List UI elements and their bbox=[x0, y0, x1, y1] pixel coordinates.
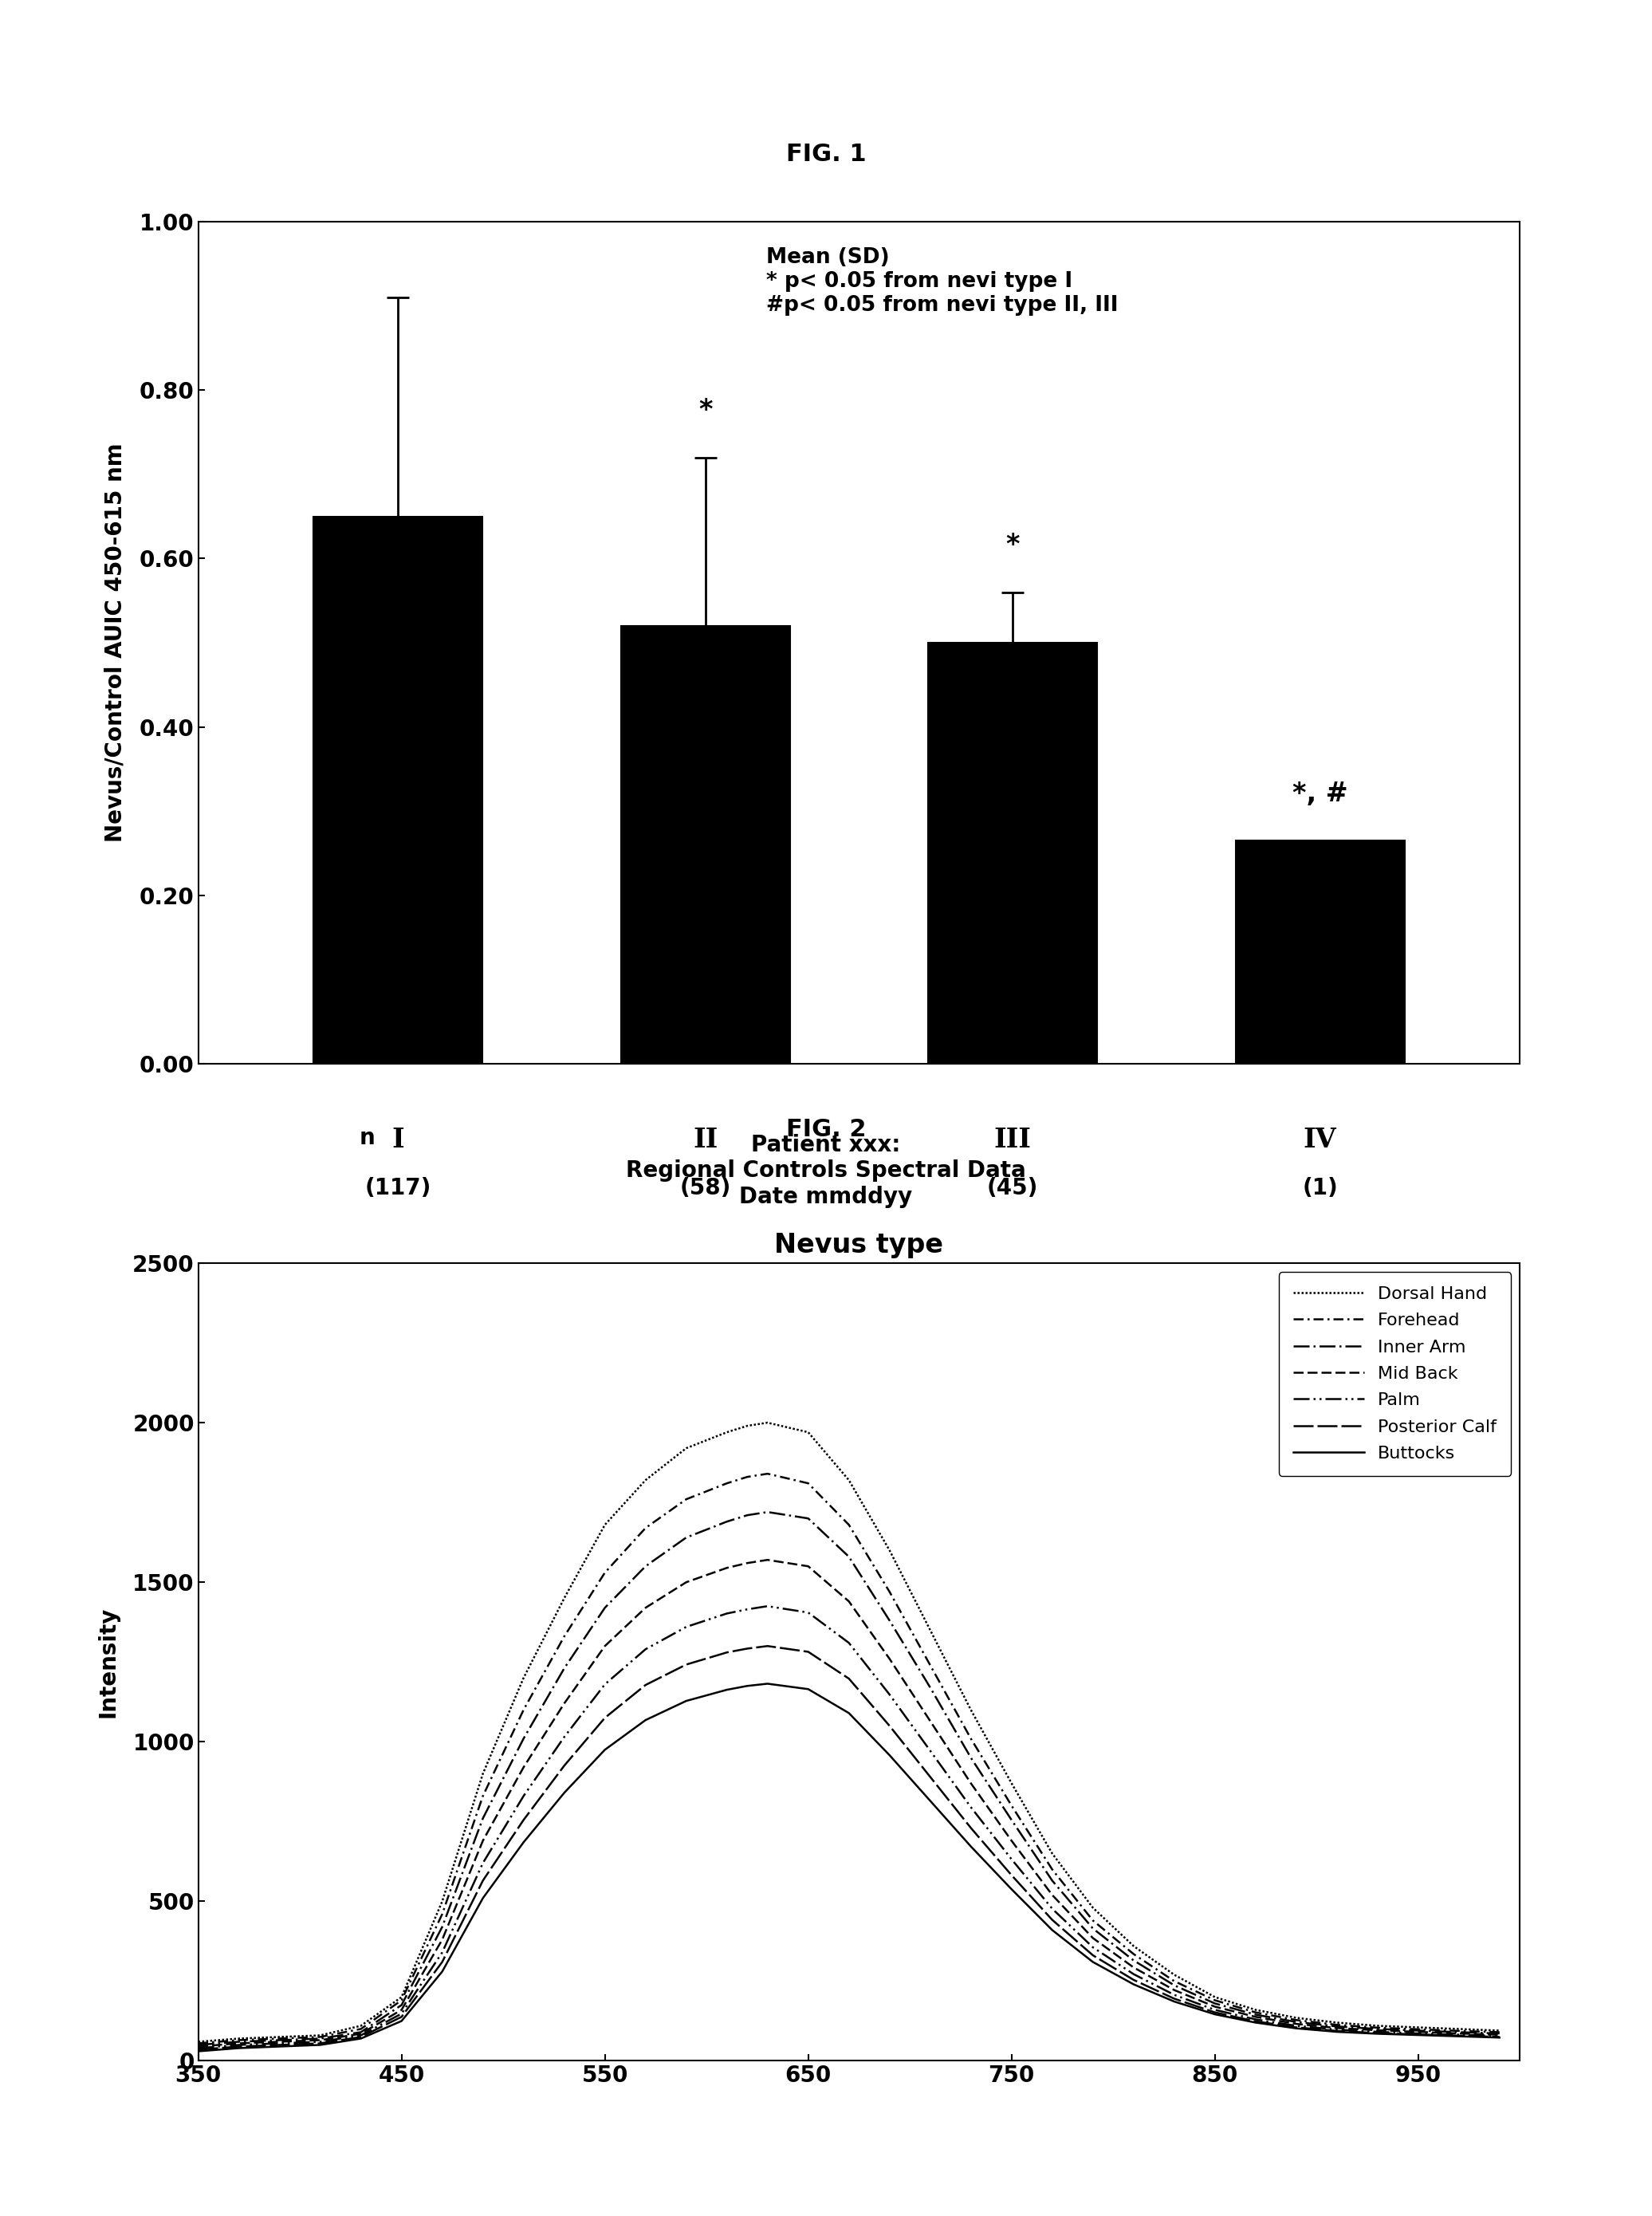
Y-axis label: Nevus/Control AUIC 450-615 nm: Nevus/Control AUIC 450-615 nm bbox=[104, 443, 126, 842]
Text: (117): (117) bbox=[365, 1177, 431, 1199]
Text: FIG. 1: FIG. 1 bbox=[786, 144, 866, 166]
Legend: Dorsal Hand, Forehead, Inner Arm, Mid Back, Palm, Posterior Calf, Buttocks: Dorsal Hand, Forehead, Inner Arm, Mid Ba… bbox=[1279, 1272, 1512, 1476]
Text: (45): (45) bbox=[986, 1177, 1039, 1199]
Text: Patient xxx:
Regional Controls Spectral Data
Date mmddyy: Patient xxx: Regional Controls Spectral … bbox=[626, 1135, 1026, 1208]
Text: III: III bbox=[995, 1126, 1031, 1152]
Text: Mean (SD)
* p< 0.05 from nevi type I
#p< 0.05 from nevi type II, III: Mean (SD) * p< 0.05 from nevi type I #p<… bbox=[767, 246, 1118, 315]
Text: (1): (1) bbox=[1302, 1177, 1338, 1199]
Text: *: * bbox=[1006, 532, 1019, 558]
Bar bbox=[928, 643, 1097, 1064]
Text: Nevus type: Nevus type bbox=[775, 1232, 943, 1259]
Text: (58): (58) bbox=[679, 1177, 732, 1199]
Bar bbox=[314, 516, 482, 1064]
Text: FIG. 2: FIG. 2 bbox=[786, 1119, 866, 1141]
Bar bbox=[621, 625, 790, 1064]
Text: *, #: *, # bbox=[1292, 780, 1348, 807]
Text: I: I bbox=[392, 1126, 405, 1152]
Text: n: n bbox=[358, 1126, 375, 1150]
Text: *: * bbox=[699, 397, 712, 423]
Bar bbox=[1236, 840, 1404, 1064]
Y-axis label: Intensity: Intensity bbox=[97, 1607, 119, 1717]
Text: IV: IV bbox=[1303, 1126, 1336, 1152]
Text: II: II bbox=[692, 1126, 719, 1152]
